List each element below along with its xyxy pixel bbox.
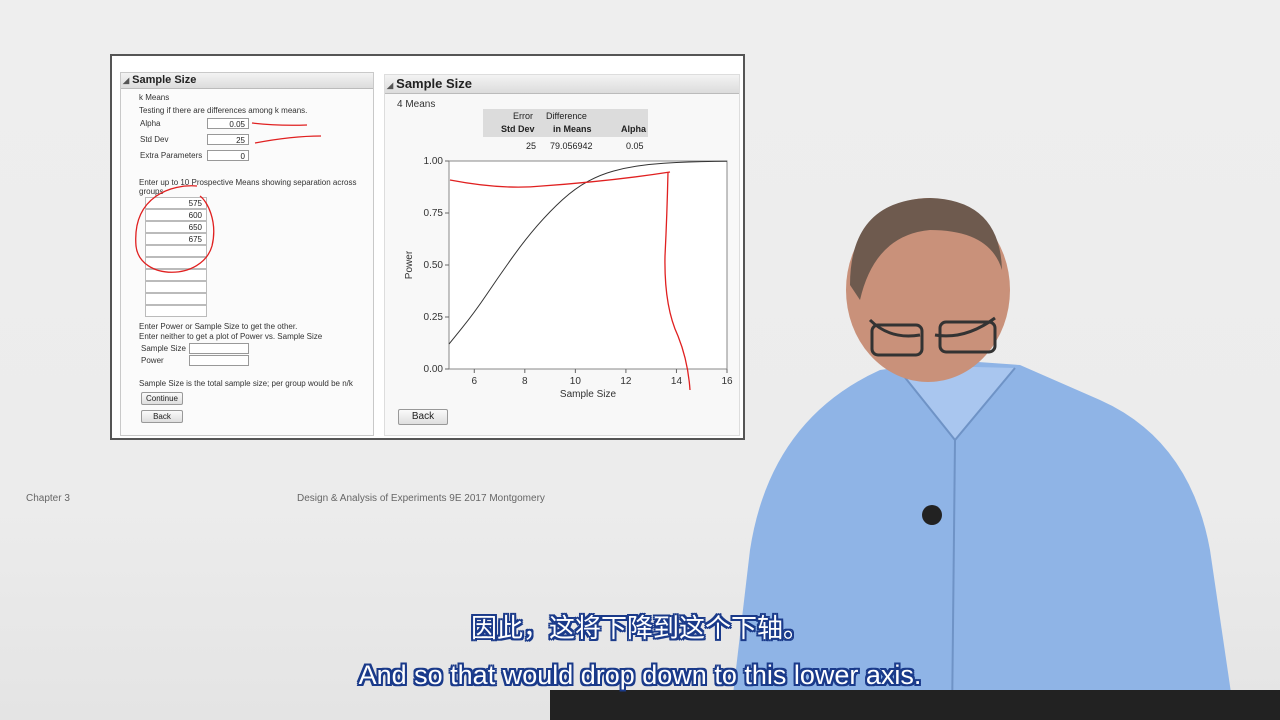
left-pane-title: Sample Size [132,74,197,86]
power-vs-sample-size-chart: 6 8 10 12 14 16 0.00 0.25 0.50 0.75 1.00 Sample Siz… [135,122,733,400]
extra-parameters-label: Extra Parameters [140,151,203,160]
std-dev-underline-annotation [254,135,322,144]
collapse-triangle-icon[interactable]: ◢ [387,81,394,90]
table-header-bg [483,109,648,137]
mean-cell-5[interactable] [145,245,207,257]
back-button-right[interactable]: Back [398,409,448,425]
mean-cell-8[interactable] [145,281,207,293]
alpha-label: Alpha [140,119,161,128]
sample-size-input-pane: ◢ Sample Size k Means Testing if there ar… [120,72,374,436]
std-dev-label: Std Dev [140,135,169,144]
presenter-image [730,198,1235,720]
right-pane-title: Sample Size [396,76,473,91]
collapse-triangle-icon[interactable]: ◢ [123,76,130,85]
col-in-means: in Means [553,124,592,134]
podium [550,690,1280,720]
footer-chapter: Chapter 3 [26,493,70,504]
sample-size-window: ◢ Sample Size k Means Testing if there ar… [110,54,745,440]
x-axis-label: Sample Size [560,389,617,400]
x-tick-label: 10 [570,376,582,387]
x-tick-label: 12 [620,376,632,387]
value-difference: 79.056942 [550,141,593,151]
sample-size-label: Sample Size [141,344,186,353]
extra-parameters-field[interactable]: 0 [207,150,249,161]
col-std-dev: Std Dev [501,124,535,134]
y-tick-label: 1.00 [424,156,444,167]
plot-frame [448,160,728,370]
y-tick-label: 0.50 [424,260,444,271]
y-tick-label: 0.00 [424,364,444,375]
sample-size-note: Sample Size is the total sample size; pe… [139,379,353,388]
alpha-field[interactable]: 0.05 [207,118,249,129]
col-alpha: Alpha [621,124,647,134]
subtitle-chinese: 因此，这将下降到这个下轴。 [470,613,809,643]
x-tick-label: 14 [671,376,683,387]
power-line-annotation [449,171,671,188]
y-tick-label: 0.75 [424,208,444,219]
mean-cell-3[interactable]: 650 [145,221,207,233]
power-field[interactable] [189,355,249,366]
prospective-means-list: 575 600 650 675 [121,197,241,327]
chart-axes: 6 8 10 12 14 16 0.00 0.25 0.50 0.75 1.00 Sample Siz… [404,156,733,400]
value-alpha: 0.05 [626,141,644,151]
mean-cell-10[interactable] [145,305,207,317]
plot-instruction: Enter neither to get a plot of Power vs.… [139,332,323,341]
mean-cell-4[interactable]: 675 [145,233,207,245]
k-means-subtitle: k Means [139,93,170,102]
chart-series [448,160,728,345]
mean-cell-7[interactable] [145,269,207,281]
std-dev-field[interactable]: 25 [207,134,249,145]
power-curve-line [448,160,728,345]
x-tick-label: 16 [721,376,733,387]
right-pane-header[interactable]: ◢ Sample Size [385,75,739,94]
x-tick-label: 6 [471,376,477,387]
col-difference-line1: Difference [546,111,587,121]
col-error-line1: Error [513,111,533,121]
mean-cell-9[interactable] [145,293,207,305]
means-instruction-groups: groups [139,187,164,196]
y-tick-label: 0.25 [424,312,444,323]
means-instruction: Enter up to 10 Prospective Means showing… [139,178,357,187]
mean-cell-2[interactable]: 600 [145,209,207,221]
y-axis-label: Power [404,250,415,279]
alpha-underline-annotation [251,122,308,126]
back-button-left[interactable]: Back [141,410,183,423]
means-circle-annotation [135,185,215,273]
continue-button[interactable]: Continue [141,392,183,405]
value-std-dev: 25 [526,141,537,151]
parameters-table: Error Std Dev Difference in Means Alpha … [483,109,653,159]
drop-line-annotation [664,171,691,391]
footer-book-title: Design & Analysis of Experiments 9E 2017… [297,493,545,504]
x-tick-label: 8 [522,376,528,387]
power-label: Power [141,356,164,365]
red-annotations [135,122,691,391]
description-text: Testing if there are differences among k… [139,106,308,115]
subtitle-english: And so that would drop down to this lowe… [358,660,922,690]
left-pane-header[interactable]: ◢ Sample Size [121,73,373,89]
sample-size-field[interactable] [189,343,249,354]
means-count-subtitle: 4 Means [397,99,436,110]
power-instruction: Enter Power or Sample Size to get the ot… [139,322,298,331]
